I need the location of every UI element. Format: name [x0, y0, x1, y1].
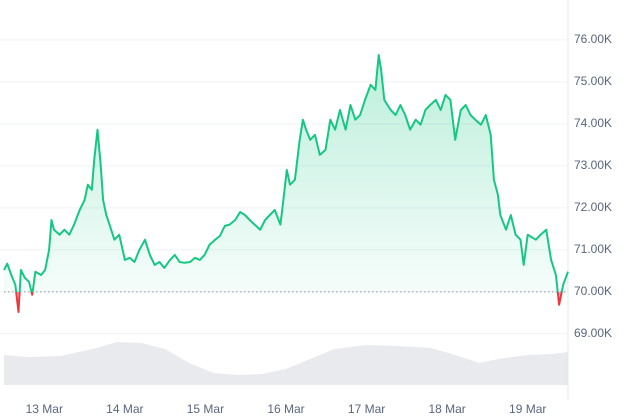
x-tick-label: 16 Mar: [267, 402, 304, 416]
x-tick-label: 13 Mar: [26, 402, 63, 416]
x-tick-label: 14 Mar: [106, 402, 143, 416]
y-tick-label: 74.00K: [574, 116, 612, 130]
x-tick-label: 15 Mar: [187, 402, 224, 416]
price-line: [3, 54, 569, 313]
y-tick-label: 75.00K: [574, 74, 612, 88]
y-tick-label: 76.00K: [574, 32, 612, 46]
y-tick-label: 71.00K: [574, 242, 612, 256]
x-tick-label: 18 Mar: [428, 402, 465, 416]
x-tick-label: 19 Mar: [509, 402, 546, 416]
x-tick-label: 17 Mar: [348, 402, 385, 416]
volume-area: [4, 342, 568, 385]
y-tick-label: 73.00K: [574, 158, 612, 172]
y-tick-label: 69.00K: [574, 326, 612, 340]
y-tick-label: 70.00K: [574, 284, 612, 298]
y-tick-label: 72.00K: [574, 200, 612, 214]
